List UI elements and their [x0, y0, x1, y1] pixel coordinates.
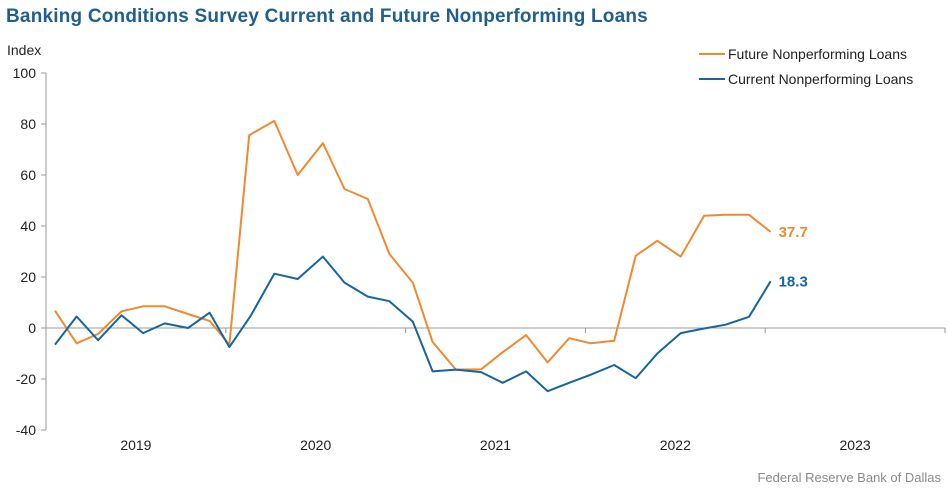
legend-label-current: Current Nonperforming Loans	[728, 71, 913, 87]
x-tick-label: 2023	[840, 437, 871, 453]
y-tick-label: 20	[20, 269, 36, 285]
series-lines	[54, 119, 772, 393]
x-tick-label: 2020	[300, 437, 331, 453]
end-labels: 37.7 18.3	[779, 224, 808, 290]
x-tick-label: 2021	[480, 437, 511, 453]
y-tick-label: 80	[20, 116, 36, 132]
current-end-value-label: 18.3	[779, 273, 808, 290]
x-tick-label: 2022	[660, 437, 691, 453]
current-nonperforming-loans-line	[54, 255, 772, 393]
y-tick-label: 40	[20, 218, 36, 234]
source-note: Federal Reserve Bank of Dallas	[757, 470, 941, 485]
y-tick-label: 100	[13, 65, 37, 81]
y-axis-unit-label: Index	[7, 42, 42, 58]
legend-label-future: Future Nonperforming Loans	[728, 46, 907, 62]
x-tick-label: 2019	[120, 437, 151, 453]
y-tick-label: -40	[16, 422, 36, 438]
y-tick-label: -20	[16, 371, 36, 387]
future-nonperforming-loans-line	[54, 119, 772, 371]
future-end-value-label: 37.7	[779, 224, 808, 241]
legend: Future Nonperforming Loans Current Nonper…	[699, 46, 913, 87]
chart-title: Banking Conditions Survey Current and Fu…	[6, 6, 648, 27]
y-tick-label: 0	[28, 320, 36, 336]
axes: 100 80 60 40 20 0 -20 -40 2019 2020 2021 2022 2023	[13, 65, 946, 453]
y-tick-label: 60	[20, 167, 36, 183]
